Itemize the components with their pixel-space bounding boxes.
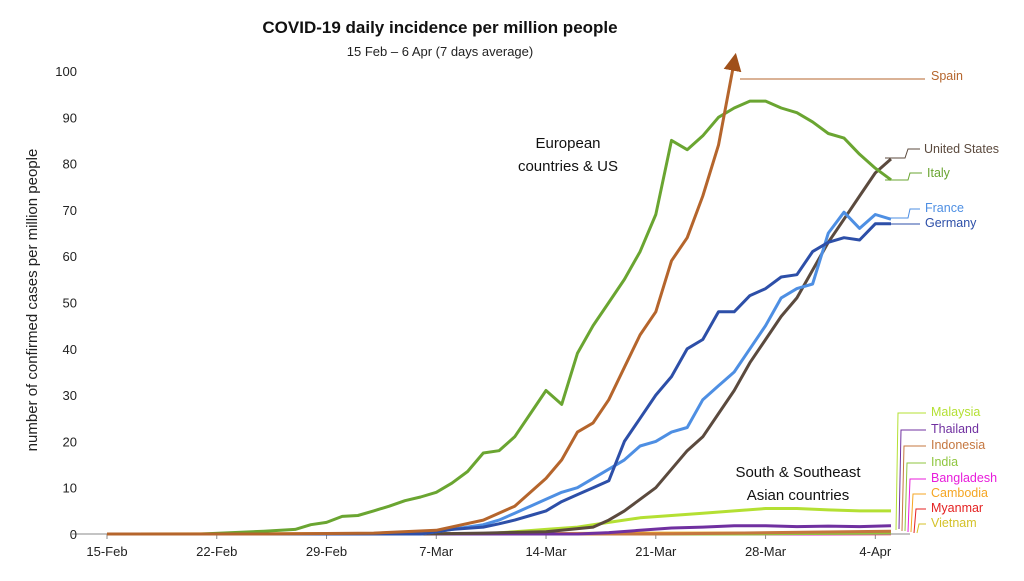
series-label-thailand: Thailand: [931, 422, 979, 436]
series-label-spain: Spain: [931, 69, 963, 83]
series-label-vietnam: Vietnam: [931, 516, 977, 530]
x-tick-label: 29-Feb: [306, 544, 347, 559]
y-tick-label: 30: [63, 388, 77, 403]
y-tick-label: 70: [63, 203, 77, 218]
x-tick-label: 7-Mar: [419, 544, 454, 559]
leader-line-france: [888, 208, 920, 219]
y-tick-label: 60: [63, 249, 77, 264]
series-label-myanmar: Myanmar: [931, 501, 983, 515]
annotation-text: countries & US: [518, 158, 618, 175]
y-tick-label: 100: [55, 64, 77, 79]
series-line-france: [107, 210, 892, 536]
series-label-united-states: United States: [924, 142, 999, 156]
leader-line-indonesia: [901, 445, 926, 532]
annotations: European countries & US South & Southeast A…: [518, 135, 861, 504]
x-tick-label: 14-Mar: [525, 544, 567, 559]
y-tick-label: 20: [63, 434, 77, 449]
leader-line-thailand: [898, 429, 926, 530]
axes: 0 10 20 30 40 50 60 70 80 90 100 15-Feb 22-Feb 29-Feb…: [55, 64, 910, 559]
chart-subtitle: 15 Feb – 6 Apr (7 days average): [347, 44, 533, 59]
leader-line-malaysia: [895, 412, 926, 531]
series-line-united-states: [107, 157, 892, 536]
chart-title: COVID-19 daily incidence per million peo…: [262, 18, 617, 37]
y-tick-label: 50: [63, 296, 77, 311]
series-label-bangladesh: Bangladesh: [931, 471, 997, 485]
y-tick-label: 40: [63, 342, 77, 357]
y-tick-label: 10: [63, 481, 77, 496]
y-tick-label: 80: [63, 157, 77, 172]
series-label-india: India: [931, 455, 958, 469]
annotation-text: Asian countries: [747, 487, 850, 504]
series-label-germany: Germany: [925, 216, 977, 230]
annotation-text: European: [535, 135, 600, 152]
x-tick-label: 21-Mar: [635, 544, 677, 559]
series-lines: [106, 52, 892, 536]
leader-line-bangladesh: [907, 478, 926, 533]
series-label-malaysia: Malaysia: [931, 405, 980, 419]
leader-line-vietnam: [916, 523, 926, 534]
leader-line-united-states: [885, 148, 920, 159]
y-tick-label: 0: [70, 527, 77, 542]
leader-line-myanmar: [913, 508, 926, 534]
leader-line-italy: [885, 172, 922, 181]
leader-line-cambodia: [910, 493, 926, 533]
leader-line-india: [904, 462, 926, 532]
series-label-cambodia: Cambodia: [931, 486, 988, 500]
x-tick-label: 22-Feb: [196, 544, 237, 559]
annotation-text: South & Southeast: [735, 464, 861, 481]
series-label-indonesia: Indonesia: [931, 438, 985, 452]
series-label-italy: Italy: [927, 166, 951, 180]
x-tick-label: 28-Mar: [745, 544, 787, 559]
series-line-thailand: [107, 524, 892, 536]
x-tick-label: 4-Apr: [859, 544, 891, 559]
y-axis-label: number of confirmed cases per million pe…: [24, 149, 41, 452]
series-line-spain: [107, 52, 742, 536]
series-label-france: France: [925, 201, 964, 215]
x-tick-label: 15-Feb: [86, 544, 127, 559]
series-line-germany: [107, 222, 891, 536]
y-tick-label: 90: [63, 110, 77, 125]
series-line-italy: [107, 99, 892, 536]
